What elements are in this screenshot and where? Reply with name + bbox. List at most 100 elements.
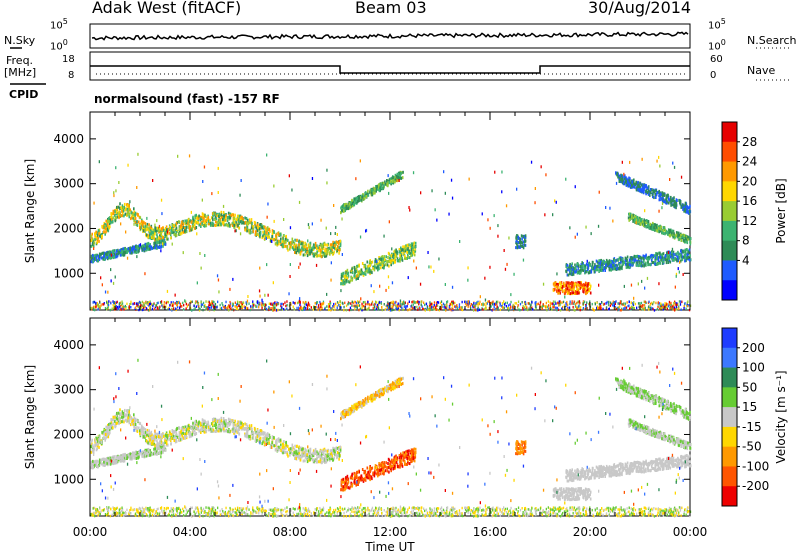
power-cell (387, 184, 389, 188)
power-cell (653, 226, 655, 230)
power-cell (383, 255, 386, 259)
power-cell (656, 256, 658, 260)
power-cell (410, 254, 412, 258)
power-cell (631, 263, 634, 267)
power-cell (647, 220, 650, 223)
power-cell (262, 225, 265, 229)
power-cell (374, 263, 376, 267)
power-cell (572, 272, 575, 276)
power-cell (364, 300, 366, 304)
power-cell (584, 267, 586, 271)
power-cell (660, 302, 662, 305)
power-cell (94, 308, 96, 312)
power-cell (237, 220, 240, 224)
power-cell (380, 258, 382, 261)
power-cell (232, 224, 234, 227)
power-cell (640, 301, 643, 305)
power-cell (132, 247, 135, 251)
power-cell (562, 305, 564, 309)
power-cell (672, 199, 674, 202)
power-cell (267, 234, 269, 238)
power-cell (264, 303, 267, 307)
power-cell (572, 281, 575, 285)
power-cell (131, 247, 133, 251)
power-cell (654, 192, 656, 196)
power-cell (353, 274, 355, 278)
power-cell (656, 223, 658, 227)
power-cell (194, 219, 197, 223)
power-cell (515, 302, 518, 305)
power-cell (639, 304, 641, 308)
nave-label: Nave (747, 64, 776, 77)
power-cell (580, 263, 582, 267)
power-cell (524, 301, 526, 304)
power-cell (686, 241, 689, 245)
power-cell (139, 216, 142, 220)
power-cell (436, 308, 438, 311)
power-cell (673, 196, 675, 200)
power-cell (154, 246, 156, 250)
power-cell (672, 203, 674, 207)
power-cell (580, 306, 582, 309)
power-cell (186, 225, 188, 229)
power-cell (552, 302, 554, 306)
power-cell (659, 251, 661, 255)
power-cell (581, 283, 584, 287)
power-cell (598, 259, 600, 263)
power-cell (558, 291, 560, 295)
power-cell (353, 304, 355, 308)
power-cell (414, 241, 417, 245)
power-cell (278, 242, 280, 246)
power-cell (256, 232, 258, 236)
power-cell (159, 246, 161, 249)
power-cell (437, 301, 440, 304)
power-cell (668, 259, 671, 263)
nave-tick-low: 0 (710, 70, 717, 81)
power-cell (354, 270, 356, 274)
power-cell (432, 306, 435, 309)
power-cell (638, 305, 640, 308)
power-cell (685, 237, 687, 241)
power-cell (397, 172, 400, 176)
power-cell (132, 245, 134, 249)
power-cell (121, 253, 123, 257)
power-cell (655, 192, 658, 196)
power-cell (283, 241, 286, 245)
power-cell (680, 308, 682, 311)
power-cell (357, 300, 359, 303)
power-cell (319, 302, 322, 306)
power-cell (652, 221, 654, 225)
power-cell (604, 269, 606, 272)
power-cell (369, 270, 371, 274)
power-cell (519, 237, 522, 241)
power-cell (169, 304, 171, 307)
power-cell (271, 303, 273, 306)
power-cell (258, 231, 261, 235)
power-cell (566, 291, 569, 295)
power-cell (461, 306, 463, 309)
power-cell (630, 301, 632, 305)
power-cell (325, 250, 328, 254)
power-cell (172, 303, 174, 307)
power-cell (486, 302, 488, 305)
power-cell (173, 231, 175, 235)
power-cell (446, 303, 448, 306)
power-cell (323, 243, 326, 247)
power-cell (153, 241, 156, 245)
power-cell (567, 303, 569, 307)
power-cell (106, 223, 109, 227)
power-cell (224, 306, 226, 309)
power-cell (645, 225, 648, 228)
power-cell (358, 264, 360, 268)
power-cell (119, 306, 121, 309)
power-cell (677, 303, 679, 306)
power-cell (255, 230, 257, 234)
power-cell (371, 193, 373, 197)
power-cell (623, 175, 625, 179)
power-cell (296, 238, 298, 242)
power-cell (616, 267, 618, 271)
power-cell (274, 302, 276, 305)
power-cell (682, 235, 684, 238)
power-cell (329, 308, 331, 311)
power-cell (553, 288, 556, 292)
